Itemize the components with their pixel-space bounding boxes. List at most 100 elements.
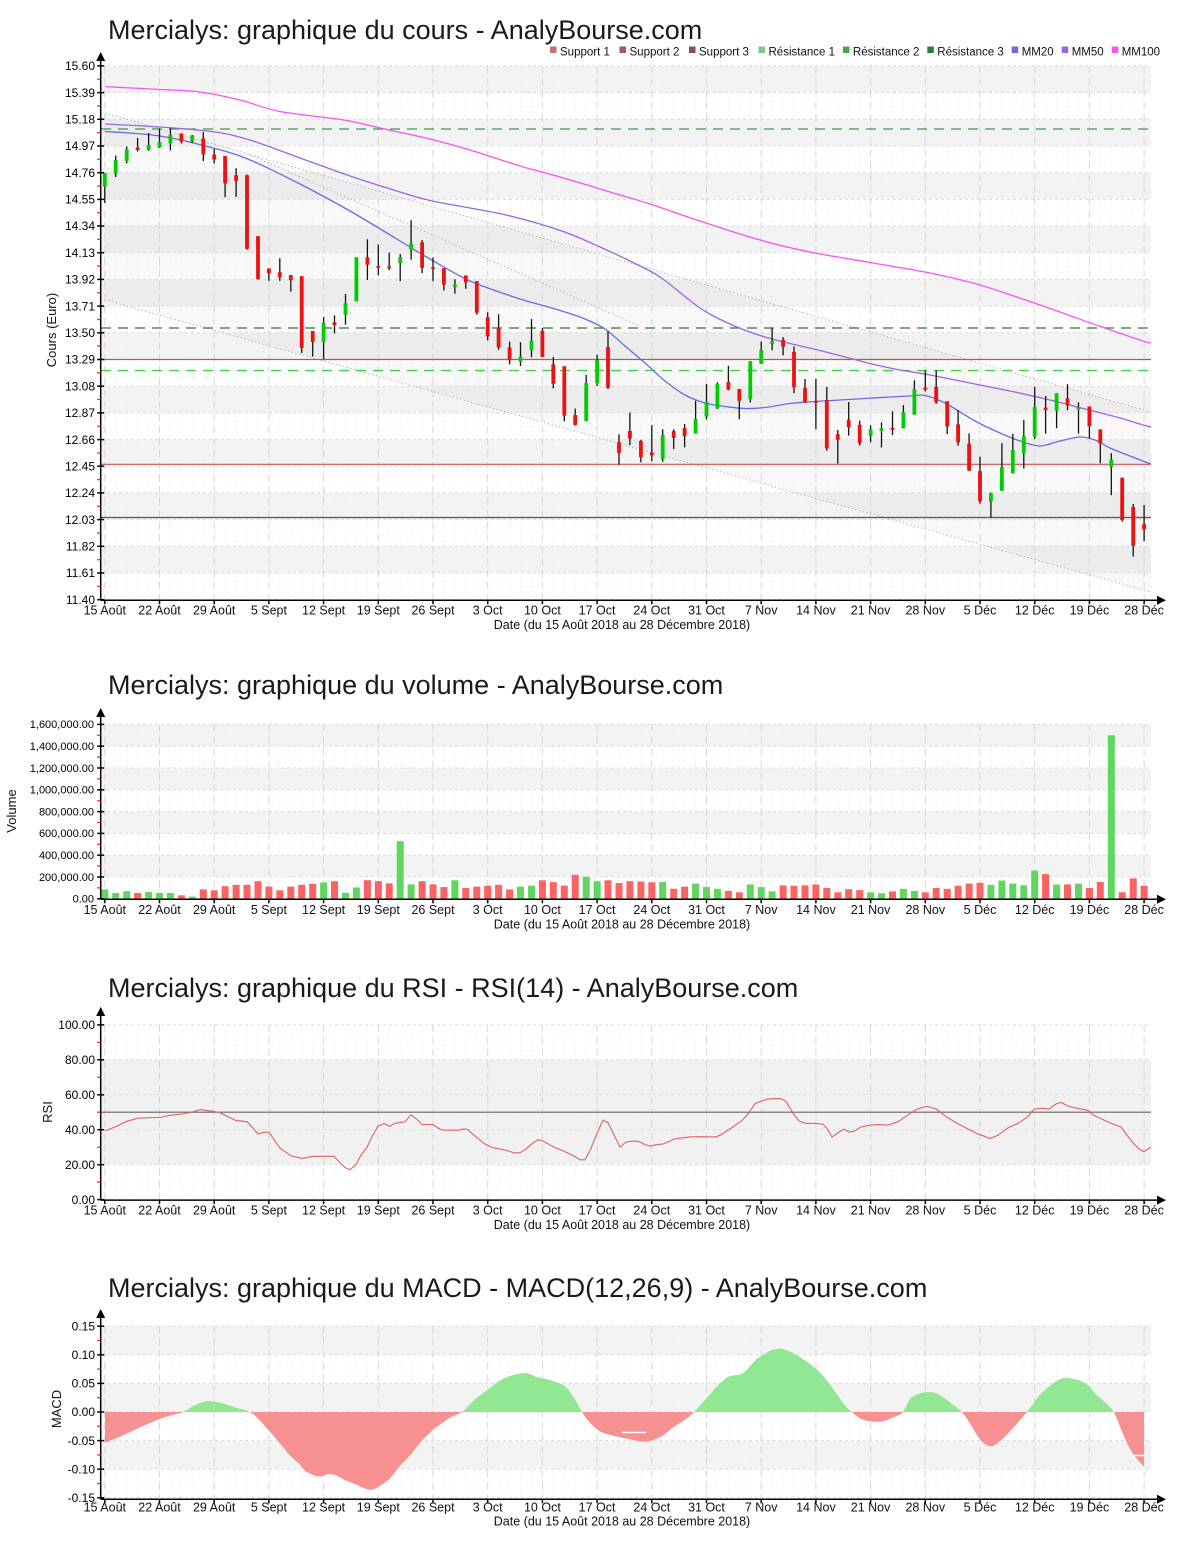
svg-text:3 Oct: 3 Oct: [473, 903, 503, 917]
svg-text:5 Déc: 5 Déc: [964, 604, 997, 618]
svg-text:19 Déc: 19 Déc: [1070, 903, 1110, 917]
svg-text:11.82: 11.82: [66, 540, 95, 554]
svg-text:20.00: 20.00: [65, 1158, 95, 1172]
svg-text:3 Oct: 3 Oct: [473, 1501, 503, 1515]
svg-text:0.00: 0.00: [73, 894, 94, 906]
svg-text:Volume: Volume: [4, 789, 19, 832]
svg-text:Mercialys: graphique du MACD -: Mercialys: graphique du MACD - MACD(12,2…: [108, 1273, 927, 1303]
svg-text:12.03: 12.03: [65, 513, 95, 527]
svg-text:15 Août: 15 Août: [84, 1204, 127, 1218]
svg-text:28 Nov: 28 Nov: [905, 1501, 945, 1515]
svg-text:29 Août: 29 Août: [193, 604, 236, 618]
svg-text:26 Sept: 26 Sept: [411, 1204, 455, 1218]
svg-text:10 Oct: 10 Oct: [524, 1501, 561, 1515]
svg-text:14 Nov: 14 Nov: [796, 1501, 836, 1515]
svg-text:1,200,000.00: 1,200,000.00: [30, 763, 94, 775]
svg-text:7 Nov: 7 Nov: [745, 1501, 778, 1515]
svg-text:31 Oct: 31 Oct: [688, 903, 725, 917]
svg-text:5 Déc: 5 Déc: [964, 1204, 997, 1218]
svg-text:28 Nov: 28 Nov: [905, 903, 945, 917]
svg-text:29 Août: 29 Août: [193, 1501, 236, 1515]
svg-text:600,000.00: 600,000.00: [39, 828, 94, 840]
svg-text:10 Oct: 10 Oct: [524, 604, 561, 618]
svg-text:15.60: 15.60: [65, 59, 95, 73]
svg-text:14 Nov: 14 Nov: [796, 1204, 836, 1218]
svg-text:12 Déc: 12 Déc: [1015, 604, 1055, 618]
svg-text:28 Déc: 28 Déc: [1124, 1204, 1164, 1218]
svg-text:29 Août: 29 Août: [193, 903, 236, 917]
svg-text:14.97: 14.97: [65, 139, 95, 153]
svg-text:22 Août: 22 Août: [138, 1501, 181, 1515]
svg-text:15 Août: 15 Août: [84, 903, 127, 917]
svg-text:5 Sept: 5 Sept: [251, 604, 288, 618]
svg-text:11.40: 11.40: [66, 593, 95, 607]
svg-text:0.05: 0.05: [72, 1377, 96, 1391]
svg-text:MM20: MM20: [1022, 47, 1054, 59]
svg-text:MM100: MM100: [1122, 47, 1160, 59]
svg-text:17 Oct: 17 Oct: [579, 604, 616, 618]
svg-text:24 Oct: 24 Oct: [633, 903, 670, 917]
svg-text:Date (du 15 Août 2018 au 28 Dé: Date (du 15 Août 2018 au 28 Décembre 201…: [494, 918, 750, 932]
svg-text:0.00: 0.00: [72, 1193, 96, 1207]
svg-text:5 Sept: 5 Sept: [251, 1204, 288, 1218]
svg-text:MACD: MACD: [49, 1390, 64, 1428]
svg-text:14.13: 14.13: [65, 246, 95, 260]
svg-text:12 Déc: 12 Déc: [1015, 1501, 1055, 1515]
svg-text:0.10: 0.10: [72, 1348, 96, 1362]
svg-text:5 Sept: 5 Sept: [251, 903, 288, 917]
svg-text:12 Déc: 12 Déc: [1015, 903, 1055, 917]
svg-text:RSI: RSI: [40, 1101, 55, 1123]
svg-text:13.50: 13.50: [65, 326, 95, 340]
svg-text:Résistance 1: Résistance 1: [769, 47, 835, 59]
svg-text:40.00: 40.00: [65, 1123, 95, 1137]
svg-text:13.71: 13.71: [65, 299, 95, 313]
svg-text:80.00: 80.00: [65, 1053, 95, 1067]
svg-text:14.55: 14.55: [65, 193, 95, 207]
svg-text:12.66: 12.66: [65, 433, 95, 447]
svg-text:Date (du 15 Août 2018 au 28 Dé: Date (du 15 Août 2018 au 28 Décembre 201…: [494, 1515, 750, 1529]
svg-text:22 Août: 22 Août: [138, 604, 181, 618]
svg-text:60.00: 60.00: [65, 1088, 95, 1102]
svg-text:19 Déc: 19 Déc: [1070, 1204, 1110, 1218]
svg-text:Support 3: Support 3: [699, 47, 749, 59]
svg-text:12.87: 12.87: [65, 406, 95, 420]
svg-text:21 Nov: 21 Nov: [851, 1204, 891, 1218]
svg-text:800,000.00: 800,000.00: [39, 806, 94, 818]
svg-text:17 Oct: 17 Oct: [579, 903, 616, 917]
svg-text:11.61: 11.61: [66, 566, 95, 580]
svg-text:21 Nov: 21 Nov: [851, 903, 891, 917]
svg-text:24 Oct: 24 Oct: [633, 604, 670, 618]
svg-text:13.29: 13.29: [65, 353, 95, 367]
svg-text:19 Sept: 19 Sept: [357, 1501, 401, 1515]
svg-text:5 Sept: 5 Sept: [251, 1501, 288, 1515]
svg-text:12.45: 12.45: [65, 459, 95, 473]
svg-text:19 Déc: 19 Déc: [1070, 604, 1110, 618]
svg-text:5 Déc: 5 Déc: [964, 1501, 997, 1515]
svg-text:Mercialys: graphique du RSI -: Mercialys: graphique du RSI - RSI(14) - …: [108, 973, 798, 1003]
svg-text:100.00: 100.00: [58, 1018, 95, 1032]
svg-text:31 Oct: 31 Oct: [688, 604, 725, 618]
svg-text:19 Sept: 19 Sept: [357, 903, 401, 917]
svg-text:0.00: 0.00: [72, 1405, 96, 1419]
svg-text:-0.10: -0.10: [68, 1462, 96, 1476]
svg-text:12.24: 12.24: [65, 486, 95, 500]
svg-text:28 Déc: 28 Déc: [1124, 604, 1164, 618]
svg-text:21 Nov: 21 Nov: [851, 1501, 891, 1515]
svg-text:19 Déc: 19 Déc: [1070, 1501, 1110, 1515]
svg-text:5 Déc: 5 Déc: [964, 903, 997, 917]
svg-text:15 Août: 15 Août: [84, 604, 127, 618]
svg-text:28 Nov: 28 Nov: [905, 1204, 945, 1218]
svg-text:400,000.00: 400,000.00: [39, 850, 94, 862]
svg-text:Mercialys: graphique du cours: Mercialys: graphique du cours - AnalyBou…: [108, 15, 702, 45]
svg-text:12 Déc: 12 Déc: [1015, 1204, 1055, 1218]
svg-text:12 Sept: 12 Sept: [302, 903, 346, 917]
svg-text:28 Nov: 28 Nov: [905, 604, 945, 618]
svg-text:15.39: 15.39: [65, 86, 95, 100]
svg-text:Support 2: Support 2: [630, 47, 680, 59]
svg-text:22 Août: 22 Août: [138, 1204, 181, 1218]
svg-text:10 Oct: 10 Oct: [524, 903, 561, 917]
svg-text:13.92: 13.92: [65, 273, 95, 287]
svg-text:14.34: 14.34: [65, 219, 95, 233]
svg-text:13.08: 13.08: [65, 379, 95, 393]
svg-text:28 Déc: 28 Déc: [1124, 903, 1164, 917]
